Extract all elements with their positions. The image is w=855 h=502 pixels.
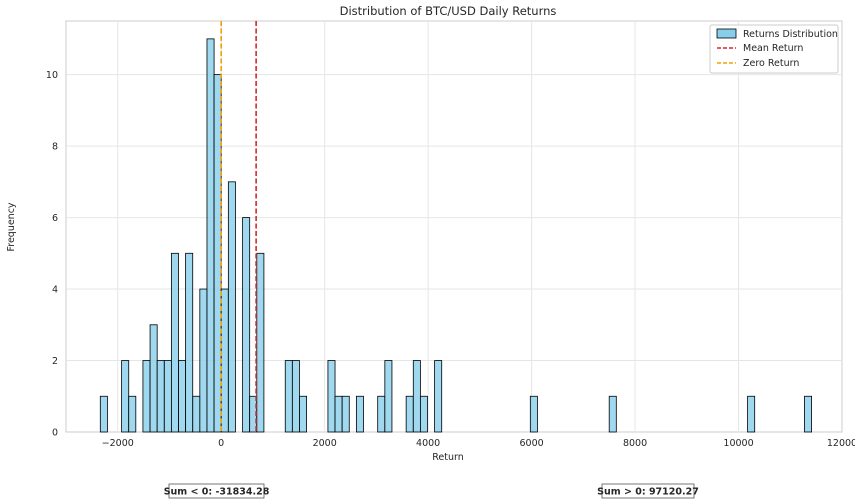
histogram-bar — [149, 324, 158, 433]
y-axis-label: Frequency — [6, 202, 17, 251]
histogram-bar — [242, 217, 251, 433]
histogram-bars — [99, 38, 813, 433]
histogram-bar — [128, 395, 137, 433]
histogram-bar — [170, 252, 179, 433]
histogram-bar — [291, 360, 300, 433]
sum-negative-text: Sum < 0: -31834.28 — [164, 487, 270, 498]
histogram-bar — [156, 360, 165, 433]
histogram-bar — [299, 395, 307, 433]
legend-box — [709, 24, 839, 74]
sum-positive-annotation: Sum > 0: 97120.27 — [597, 483, 699, 499]
histogram-bar — [434, 360, 443, 433]
legend-label-zero: Zero Return — [743, 58, 799, 69]
y-tick-label: 0 — [52, 428, 58, 439]
x-tick-label: 10000 — [723, 438, 753, 449]
histogram-bar — [327, 360, 336, 433]
histogram-bar — [185, 252, 194, 433]
histogram-bar — [529, 395, 538, 433]
histogram-bar — [220, 288, 229, 433]
histogram-bar — [341, 395, 350, 433]
histogram-bar — [142, 360, 151, 433]
x-tick-label: 12000 — [827, 438, 855, 449]
legend-label-returns: Returns Distribution — [743, 29, 838, 40]
reference-lines — [220, 21, 257, 432]
x-tick-label: 4000 — [416, 438, 440, 449]
histogram-bar — [284, 360, 293, 433]
sum-negative-box — [168, 483, 265, 499]
y-axis-ticks: 0 2 4 6 8 10 — [46, 70, 58, 438]
histogram-bar — [99, 395, 108, 433]
histogram-bar — [178, 360, 187, 433]
legend-bar-swatch — [716, 28, 737, 39]
histogram-bar — [163, 360, 172, 433]
histogram-bar — [405, 395, 414, 433]
histogram-bar — [192, 395, 201, 433]
histogram-bar — [419, 395, 428, 433]
y-tick-label: 8 — [52, 142, 58, 153]
grid-lines — [66, 21, 842, 432]
histogram-bar — [747, 395, 756, 433]
histogram-bar — [206, 38, 215, 433]
x-tick-label: −2000 — [102, 438, 134, 449]
histogram-bar — [412, 360, 421, 433]
sum-negative-annotation: Sum < 0: -31834.28 — [164, 483, 270, 499]
legend: Returns Distribution Mean Return Zero Re… — [709, 24, 839, 74]
histogram-bar — [199, 288, 208, 433]
sum-positive-box — [601, 483, 695, 499]
chart-title: Distribution of BTC/USD Daily Returns — [340, 4, 557, 18]
x-tick-label: 2000 — [313, 438, 337, 449]
x-tick-label: 0 — [218, 438, 224, 449]
histogram-bar — [256, 252, 265, 433]
histogram-bar — [334, 395, 343, 433]
x-tick-label: 6000 — [520, 438, 544, 449]
y-tick-label: 4 — [52, 285, 58, 296]
histogram-bar — [804, 395, 813, 433]
sum-positive-text: Sum > 0: 97120.27 — [597, 487, 699, 498]
histogram-bar — [377, 395, 386, 433]
x-tick-label: 8000 — [623, 438, 647, 449]
y-tick-label: 2 — [52, 356, 58, 367]
histogram-bar — [213, 74, 222, 433]
histogram-bar — [384, 360, 393, 433]
legend-label-mean: Mean Return — [743, 43, 803, 54]
y-tick-label: 10 — [46, 70, 58, 81]
plot-area — [65, 20, 843, 433]
histogram-bar — [355, 395, 364, 433]
histogram-bar — [608, 395, 617, 433]
x-axis-ticks: −2000 0 2000 4000 6000 8000 10000 12000 — [102, 438, 855, 449]
histogram-bar — [121, 360, 130, 433]
histogram-bar — [227, 181, 236, 433]
x-axis-label: Return — [432, 452, 464, 463]
y-tick-label: 6 — [52, 213, 58, 224]
